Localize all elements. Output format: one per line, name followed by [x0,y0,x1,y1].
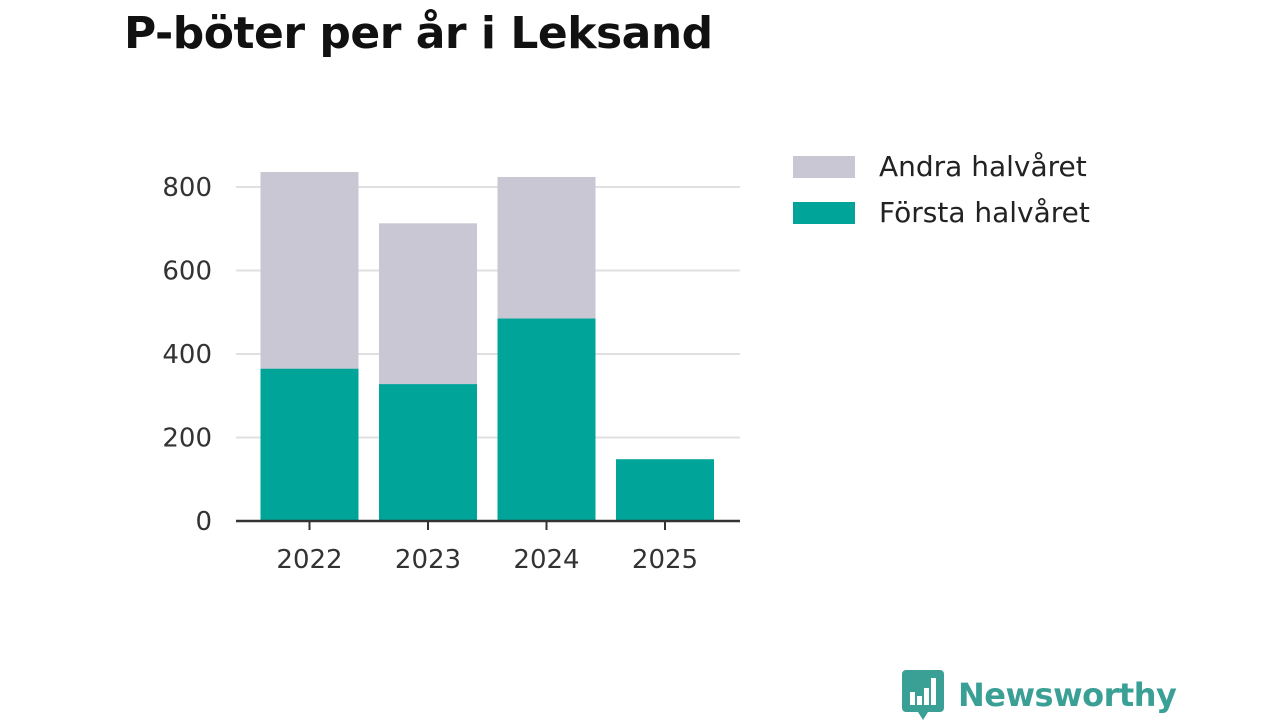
legend-swatch-andra-halvaret [793,156,855,178]
legend-label-andra-halvaret: Andra halvåret [879,150,1087,183]
bar-2023-andra-halvaret [379,223,477,385]
bar-2024-forsta-halvaret [497,318,596,521]
x-tick-label-2025: 2025 [632,545,698,575]
x-tick-label-2022: 2022 [276,545,342,575]
x-tick-label-2023: 2023 [395,545,461,575]
bar-2022-andra-halvaret [260,171,359,369]
bar-2025-forsta-halvaret [616,459,714,521]
legend-swatch-forsta-halvaret [793,202,855,224]
x-tick-label-2024: 2024 [513,545,579,575]
bar-2023-forsta-halvaret [379,384,477,521]
newsworthy-logo-icon [902,670,944,720]
y-tick-label-600: 600 [162,257,212,287]
bar-2022-forsta-halvaret [260,368,359,521]
newsworthy-logo: Newsworthy [902,670,1177,720]
y-tick-label-200: 200 [162,424,212,454]
y-tick-label-400: 400 [162,340,212,370]
newsworthy-brand-name: Newsworthy [958,676,1177,714]
y-tick-label-800: 800 [162,173,212,203]
chart-title: P-böter per år i Leksand [124,8,713,59]
bar-2024-andra-halvaret [497,176,596,319]
y-tick-label-0: 0 [195,507,212,537]
legend-label-forsta-halvaret: Första halvåret [879,196,1090,229]
